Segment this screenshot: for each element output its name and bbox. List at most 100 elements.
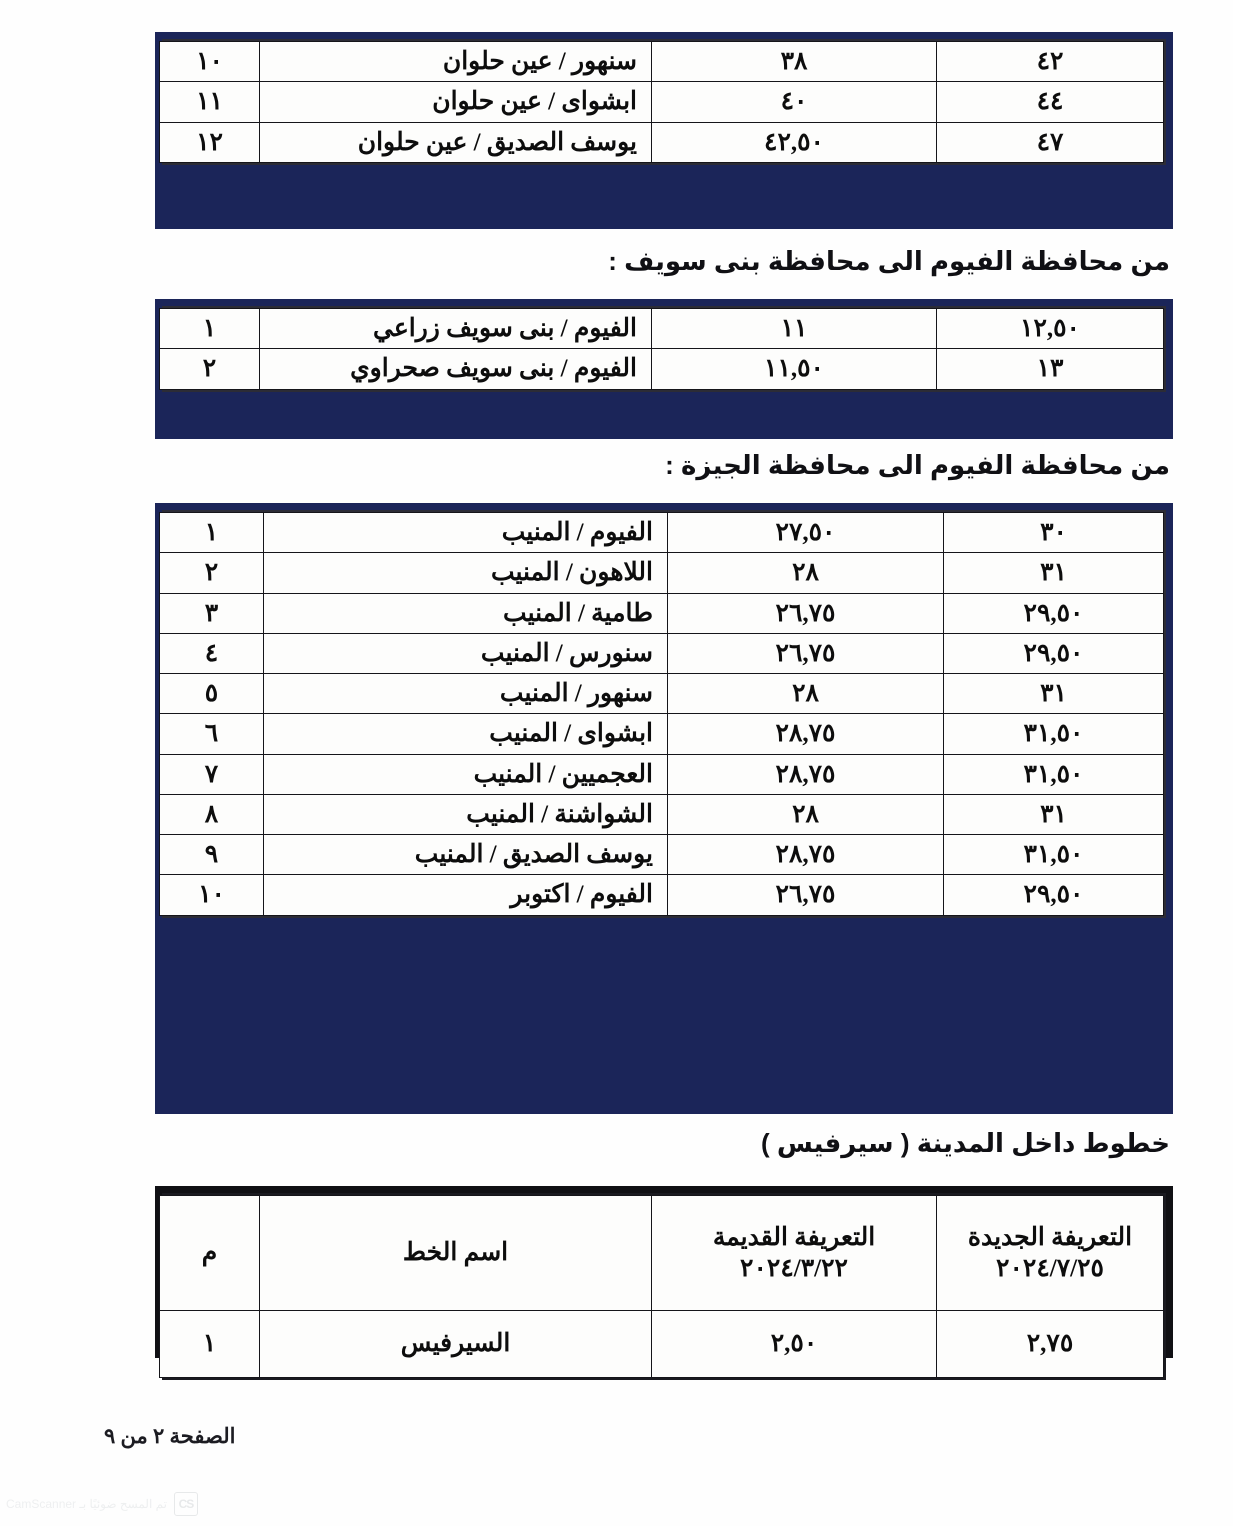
table-helwan: ٤٢ ٣٨ سنهور / عين حلوان ١٠ ٤٤ ٤٠ ابشواى … bbox=[159, 40, 1164, 163]
table-beni-suef-inner: ١٢,٥٠ ١١ الفيوم / بنى سويف زراعي ١ ١٣ ١١… bbox=[159, 306, 1166, 392]
cell-index: ٢ bbox=[159, 348, 260, 390]
heading-beni-suef: من محافظة الفيوم الى محافظة بنى سويف : bbox=[608, 246, 1170, 276]
cell-old-tariff: ٢٨,٧٥ bbox=[667, 753, 944, 795]
cell-route-name: الفيوم / بنى سويف زراعي bbox=[259, 307, 652, 350]
cell-old-tariff: ٢٨,٧٥ bbox=[667, 833, 944, 876]
table-row: ٣١ ٢٨ سنهور / المنيب ٥ bbox=[159, 672, 1164, 715]
table-helwan-frame: ٤٢ ٣٨ سنهور / عين حلوان ١٠ ٤٤ ٤٠ ابشواى … bbox=[155, 32, 1173, 229]
cell-route-name: الشواشنة / المنيب bbox=[263, 793, 668, 836]
cell-route-name: العجميين / المنيب bbox=[263, 753, 668, 795]
cell-new-tariff: ٣٠ bbox=[943, 511, 1164, 554]
table-row: ٣١,٥٠ ٢٨,٧٥ العجميين / المنيب ٧ bbox=[159, 753, 1164, 795]
camscanner-badge-icon: CS bbox=[173, 1492, 198, 1516]
cell-new-tariff: ٢,٧٥ bbox=[936, 1310, 1164, 1378]
cell-old-tariff: ١١ bbox=[651, 307, 937, 350]
cell-old-tariff: ٢٦,٧٥ bbox=[667, 632, 944, 675]
cell-index: ١٢ bbox=[159, 121, 260, 163]
cell-index: ٥ bbox=[159, 672, 264, 715]
header-old-tariff: التعريفة القديمة ٢٠٢٤/٣/٢٢ bbox=[651, 1195, 937, 1311]
cell-new-tariff: ٤٤ bbox=[936, 81, 1164, 123]
heading-city-lines: خطوط داخل المدينة ( سيرفيس ) bbox=[760, 1128, 1170, 1158]
cell-index: ١ bbox=[159, 1310, 260, 1378]
header-new-tariff-title: التعريفة الجديدة bbox=[967, 1223, 1133, 1251]
table-giza-frame: ٣٠ ٢٧,٥٠ الفيوم / المنيب ١ ٣١ ٢٨ اللاهون / الم… bbox=[155, 503, 1173, 1114]
table-header-row: التعريفة الجديدة ٢٠٢٤/٧/٢٥ التعريفة القد… bbox=[159, 1195, 1164, 1311]
cell-route-name: الفيوم / اكتوبر bbox=[263, 874, 668, 916]
table-giza: ٣٠ ٢٧,٥٠ الفيوم / المنيب ١ ٣١ ٢٨ اللاهون / الم… bbox=[159, 511, 1164, 916]
table-row: ١٢,٥٠ ١١ الفيوم / بنى سويف زراعي ١ bbox=[159, 307, 1164, 350]
cell-old-tariff: ٢٨ bbox=[667, 793, 944, 836]
cell-old-tariff: ٢٨,٧٥ bbox=[667, 713, 944, 755]
cell-route-name: ابشواى / المنيب bbox=[263, 713, 668, 755]
cell-route-name: سنهور / عين حلوان bbox=[259, 40, 652, 83]
cell-new-tariff: ٤٢ bbox=[936, 40, 1164, 83]
table-beni-suef: ١٢,٥٠ ١١ الفيوم / بنى سويف زراعي ١ ١٣ ١١… bbox=[159, 307, 1164, 390]
table-helwan-inner: ٤٢ ٣٨ سنهور / عين حلوان ١٠ ٤٤ ٤٠ ابشواى … bbox=[159, 39, 1166, 165]
cell-route-name: الفيوم / بنى سويف صحراوي bbox=[259, 348, 652, 390]
table-row: ٣٠ ٢٧,٥٠ الفيوم / المنيب ١ bbox=[159, 511, 1164, 554]
header-route-name: اسم الخط bbox=[259, 1195, 652, 1311]
cell-new-tariff: ١٣ bbox=[936, 348, 1164, 390]
cell-index: ١ bbox=[159, 511, 264, 554]
table-row: ٢٩,٥٠ ٢٦,٧٥ طامية / المنيب ٣ bbox=[159, 592, 1164, 634]
cell-new-tariff: ٣١,٥٠ bbox=[943, 713, 1164, 755]
header-new-tariff-date: ٢٠٢٤/٧/٢٥ bbox=[996, 1255, 1104, 1282]
cell-new-tariff: ٢٩,٥٠ bbox=[943, 874, 1164, 916]
cell-old-tariff: ٤٠ bbox=[651, 81, 937, 123]
cell-route-name: سنهور / المنيب bbox=[263, 672, 668, 715]
cell-route-name: سنورس / المنيب bbox=[263, 632, 668, 675]
cell-route-name: السيرفيس bbox=[259, 1310, 652, 1378]
table-row: ١٣ ١١,٥٠ الفيوم / بنى سويف صحراوي ٢ bbox=[159, 348, 1164, 390]
cell-old-tariff: ٢٨ bbox=[667, 672, 944, 715]
cell-new-tariff: ٣١ bbox=[943, 552, 1164, 594]
cell-index: ١٠ bbox=[159, 874, 264, 916]
table-row: ٢,٧٥ ٢,٥٠ السيرفيس ١ bbox=[159, 1310, 1164, 1378]
cell-new-tariff: ٣١ bbox=[943, 672, 1164, 715]
cell-old-tariff: ٢٧,٥٠ bbox=[667, 511, 944, 554]
camscanner-watermark-text: تم المسح ضوئيًا بـ CamScanner bbox=[6, 1497, 167, 1511]
table-row: ٣١,٥٠ ٢٨,٧٥ يوسف الصديق / المنيب ٩ bbox=[159, 833, 1164, 876]
table-row: ٢٩,٥٠ ٢٦,٧٥ سنورس / المنيب ٤ bbox=[159, 632, 1164, 675]
cell-route-name: اللاهون / المنيب bbox=[263, 552, 668, 594]
table-city-lines-inner: التعريفة الجديدة ٢٠٢٤/٧/٢٥ التعريفة القد… bbox=[159, 1193, 1166, 1380]
cell-new-tariff: ٣١ bbox=[943, 793, 1164, 836]
cell-index: ٧ bbox=[159, 753, 264, 795]
table-row: ٣١ ٢٨ اللاهون / المنيب ٢ bbox=[159, 552, 1164, 594]
table-beni-suef-frame: ١٢,٥٠ ١١ الفيوم / بنى سويف زراعي ١ ١٣ ١١… bbox=[155, 299, 1173, 439]
cell-route-name: ابشواى / عين حلوان bbox=[259, 81, 652, 123]
table-row: ٢٩,٥٠ ٢٦,٧٥ الفيوم / اكتوبر ١٠ bbox=[159, 874, 1164, 916]
table-row: ٤٧ ٤٢,٥٠ يوسف الصديق / عين حلوان ١٢ bbox=[159, 121, 1164, 163]
cell-old-tariff: ٢٦,٧٥ bbox=[667, 874, 944, 916]
header-index: م bbox=[159, 1195, 260, 1311]
cell-new-tariff: ٢٩,٥٠ bbox=[943, 592, 1164, 634]
cell-route-name: يوسف الصديق / عين حلوان bbox=[259, 121, 652, 163]
cell-old-tariff: ٢٦,٧٥ bbox=[667, 592, 944, 634]
cell-route-name: الفيوم / المنيب bbox=[263, 511, 668, 554]
cell-index: ٢ bbox=[159, 552, 264, 594]
cell-index: ٩ bbox=[159, 833, 264, 876]
camscanner-watermark: CS تم المسح ضوئيًا بـ CamScanner bbox=[6, 1492, 198, 1516]
cell-index: ٦ bbox=[159, 713, 264, 755]
header-new-tariff: التعريفة الجديدة ٢٠٢٤/٧/٢٥ bbox=[936, 1195, 1164, 1311]
cell-new-tariff: ١٢,٥٠ bbox=[936, 307, 1164, 350]
cell-old-tariff: ٢,٥٠ bbox=[651, 1310, 937, 1378]
cell-route-name: يوسف الصديق / المنيب bbox=[263, 833, 668, 876]
cell-old-tariff: ٢٨ bbox=[667, 552, 944, 594]
cell-old-tariff: ٣٨ bbox=[651, 40, 937, 83]
table-row: ٣١ ٢٨ الشواشنة / المنيب ٨ bbox=[159, 793, 1164, 836]
cell-route-name: طامية / المنيب bbox=[263, 592, 668, 634]
header-old-tariff-title: التعريفة القديمة bbox=[712, 1223, 876, 1251]
cell-index: ٨ bbox=[159, 793, 264, 836]
table-city-lines-frame: التعريفة الجديدة ٢٠٢٤/٧/٢٥ التعريفة القد… bbox=[155, 1186, 1173, 1380]
cell-old-tariff: ٤٢,٥٠ bbox=[651, 121, 937, 163]
cell-new-tariff: ٣١,٥٠ bbox=[943, 833, 1164, 876]
cell-index: ٤ bbox=[159, 632, 264, 675]
header-old-tariff-date: ٢٠٢٤/٣/٢٢ bbox=[740, 1255, 848, 1282]
table-row: ٤٢ ٣٨ سنهور / عين حلوان ١٠ bbox=[159, 40, 1164, 83]
cell-index: ١١ bbox=[159, 81, 260, 123]
cell-old-tariff: ١١,٥٠ bbox=[651, 348, 937, 390]
cell-new-tariff: ٢٩,٥٠ bbox=[943, 632, 1164, 675]
cell-index: ١٠ bbox=[159, 40, 260, 83]
cell-index: ٣ bbox=[159, 592, 264, 634]
